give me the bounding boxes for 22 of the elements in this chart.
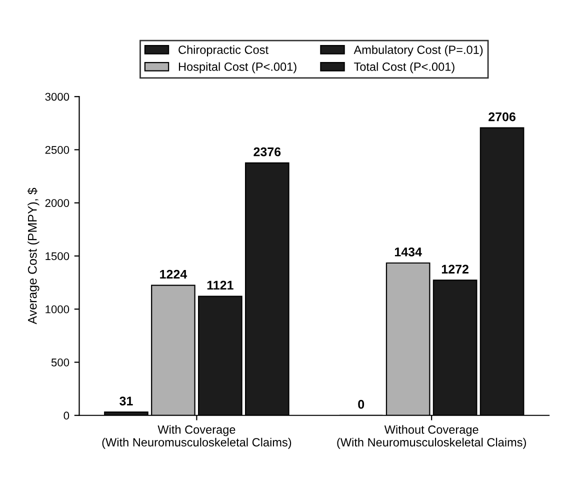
data-label: 1434 — [394, 248, 422, 256]
data-label: 2376 — [254, 147, 281, 156]
data-label: 31 — [120, 396, 133, 406]
y-tick-label: 500 — [51, 358, 70, 366]
legend-label: Chiropractic Cost — [178, 45, 268, 56]
x-tick-label: Without Coverage (With Neuromusculoskeletal Claims) — [337, 425, 526, 449]
y-tick-label: 2500 — [45, 146, 70, 154]
y-tick-label: 1000 — [46, 305, 70, 314]
y-tick-label: 1500 — [46, 252, 70, 260]
annotation: 0 — [358, 400, 364, 409]
legend-label: Total Cost (P<.001) — [354, 62, 454, 74]
legend-label: Ambulatory Cost (P=.01) — [354, 45, 483, 56]
data-label: 1121 — [207, 280, 234, 290]
data-label: 1224 — [160, 270, 188, 279]
y-tick-label: 0 — [64, 412, 70, 420]
data-label: 1272 — [442, 264, 468, 274]
y-tick-label: 2000 — [45, 199, 70, 207]
y-axis-title: Average Cost (PMPY), $ — [27, 188, 40, 324]
legend-label: Hospital Cost (P<.001) — [178, 62, 296, 74]
data-label: 2706 — [488, 112, 516, 122]
x-tick-label: With Coverage (With Neuromusculoskeletal Claims) — [102, 425, 292, 449]
y-tick-label: 3000 — [45, 92, 70, 101]
